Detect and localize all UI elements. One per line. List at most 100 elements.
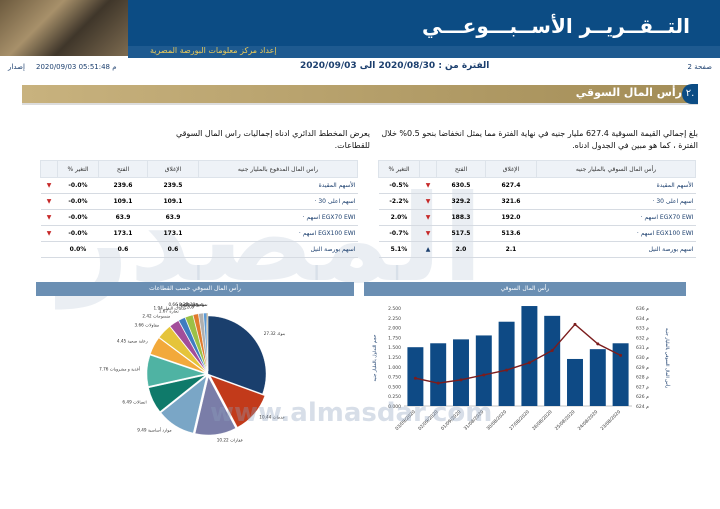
y-left-tick: 1.750	[388, 335, 401, 341]
pie-slice	[146, 354, 206, 387]
line-point	[482, 373, 486, 377]
x-tick-label: 27/08/2020	[508, 409, 531, 432]
pie-slice	[159, 326, 207, 373]
x-tick-label: 23/08/2020	[599, 409, 622, 432]
pie-label: 2.42 منسوجات	[142, 313, 170, 318]
pie-slice	[194, 376, 236, 436]
pie-label: 3.66 مقاولات	[134, 323, 159, 328]
change-cell: 5.1%	[378, 241, 420, 258]
col-header: رأس المال السوقي بالمليار جنيه	[536, 160, 696, 178]
pie-label: 9.49 موارد أساسية	[137, 426, 171, 432]
row-label: · اسهم EGX70 EWI	[198, 209, 358, 226]
line-point	[505, 368, 509, 372]
change-cell: -0.7%	[378, 225, 420, 242]
y-left-tick: 1.500	[388, 345, 401, 351]
table-row: 2.0% ▼ 188.3 192.0 · اسهم EGX70 EWI	[378, 209, 696, 226]
table-row: ▼ -0.0% 173.1 173.1 · اسهم EGX100 EWI	[40, 225, 358, 242]
table-row: 0.0% 0.6 0.6 اسهم بورصة النيل	[40, 241, 358, 258]
issue-label: إصدار	[8, 63, 25, 71]
close-cell: 109.1	[147, 193, 199, 210]
change-cell: -0.0%	[57, 225, 99, 242]
close-cell: 627.4	[485, 177, 537, 194]
down-arrow-icon: ▼	[419, 193, 437, 210]
close-cell: 63.9	[147, 209, 199, 226]
close-cell: 192.0	[485, 209, 537, 226]
bar	[453, 339, 469, 406]
market-cap-line	[415, 323, 621, 384]
col-header-arrow	[419, 160, 437, 178]
y-right-tick: 629 م	[636, 365, 649, 371]
market-cap-combo-chart: 2.500 2.250 2.000 1.750 1.500 1.250 1.000 0.750…	[373, 306, 671, 432]
y-right-tick: 631 م	[636, 345, 649, 351]
paid-capital-table: % التغير الفتح الإغلاق راس المال المدفوع…	[40, 160, 358, 258]
y-left-tick: 0.500	[388, 384, 401, 390]
table-row: -0.7% ▼ 517.5 513.6 · اسهم EGX100 EWI	[378, 225, 696, 242]
bar	[498, 321, 515, 406]
table-row: ▼ -0.0% 239.6 239.5 الأسهم المقيدة	[40, 177, 358, 194]
col-header: الفتح	[98, 160, 148, 178]
y-left-tick: 2.250	[388, 316, 401, 322]
line-point	[550, 348, 554, 352]
row-label: · اسهم EGX100 EWI	[536, 225, 696, 242]
bar	[521, 306, 538, 406]
pie-slice	[150, 337, 206, 373]
pie-label: 1.29 ورق	[176, 303, 194, 308]
y-left-tick: 1.250	[388, 355, 401, 361]
y-left-tick: 0.000	[388, 404, 401, 410]
col-header: راس المال المدفوع بالمليار جنيه	[198, 160, 358, 178]
y-left-tick: 1.000	[388, 365, 401, 371]
pie-label: 10.22 عقارات	[217, 437, 244, 442]
col-header-arrow	[40, 160, 58, 178]
pie-slice	[160, 376, 207, 434]
close-cell: 321.6	[485, 193, 537, 210]
pie-label: 6.49 اتصالات	[122, 399, 146, 404]
row-label: الأسهم المقيدة	[198, 177, 358, 194]
pie-label: 7.76 أغذية و مشروبات	[99, 365, 140, 371]
y-left-tick: 0.750	[388, 375, 401, 381]
change-cell: -0.0%	[57, 193, 99, 210]
table-row: -0.5% ▼ 630.5 627.4 الأسهم المقيدة	[378, 177, 696, 194]
open-cell: 329.2	[436, 193, 486, 210]
no-change-icon	[40, 241, 58, 258]
section-bar	[22, 85, 698, 103]
up-arrow-icon: ▲	[419, 241, 437, 258]
change-cell: 2.0%	[378, 209, 420, 226]
y-right-tick: 633 م	[636, 326, 649, 332]
pie-slice	[192, 313, 208, 372]
change-cell: -0.0%	[57, 209, 99, 226]
line-point	[527, 361, 531, 365]
bar	[589, 349, 606, 406]
open-cell: 188.3	[436, 209, 486, 226]
x-tick-label: 24/08/2020	[577, 409, 600, 432]
col-header: % التغير	[378, 160, 420, 178]
down-arrow-icon: ▼	[419, 209, 437, 226]
col-header: الإغلاق	[485, 160, 537, 178]
pie-slice	[207, 315, 267, 395]
y-right-tick: 636 م	[636, 306, 649, 312]
y-right-label: رأس المال السوقي بالمليار جنيه	[664, 328, 671, 388]
pie-label: 1.67 تجارة	[159, 309, 180, 314]
y-right-tick: 626 م	[636, 394, 649, 400]
pie-slice	[178, 317, 207, 372]
section-number: ٢.	[682, 84, 698, 104]
open-cell: 630.5	[436, 177, 486, 194]
change-cell: -0.0%	[57, 177, 99, 194]
col-header: الإغلاق	[147, 160, 199, 178]
pie-label: 0.22 مواد البناء	[179, 302, 207, 307]
pie-label: 10.44 خدمات	[259, 415, 285, 420]
section-underline	[22, 103, 698, 105]
row-label: · اسهم EGX100 EWI	[198, 225, 358, 242]
pie-slice	[169, 320, 207, 372]
line-point	[619, 353, 623, 357]
down-arrow-icon: ▼	[419, 225, 437, 242]
close-cell: 0.6	[147, 241, 199, 258]
down-arrow-icon: ▼	[40, 193, 58, 210]
change-cell: -2.2%	[378, 193, 420, 210]
header-photo	[0, 0, 128, 56]
bar	[430, 343, 447, 406]
row-label: اسهم بورصة النيل	[198, 241, 358, 258]
sector-pie-chart: 27.32 بنوك 10.44 خدمات 10.22 عقارات 9.49 مو…	[99, 302, 285, 442]
line-point	[573, 322, 577, 326]
bar	[612, 343, 629, 406]
bar	[567, 358, 583, 406]
